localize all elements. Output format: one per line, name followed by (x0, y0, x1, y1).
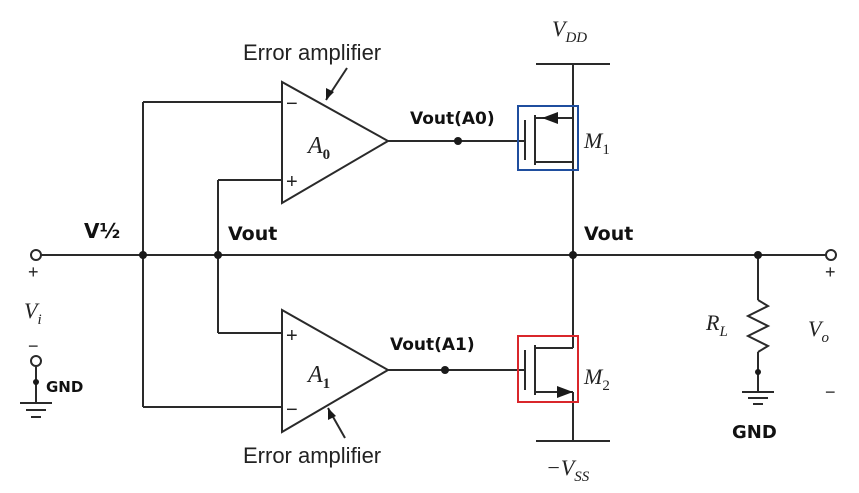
handwritten-v-half: V½ (84, 219, 120, 243)
rl-label: RL (705, 310, 728, 340)
m1-arrow (542, 112, 558, 124)
m1-highlight-box (517, 105, 579, 171)
handwritten-vout-a1: Vout(A1) (390, 335, 475, 355)
a1-plus-sign: + (286, 325, 298, 347)
error-amplifier-a1 (281, 308, 391, 434)
junction-feedback (214, 251, 222, 259)
error-amplifier-label-bottom: Error amplifier (243, 443, 381, 468)
a0-plus-sign: + (286, 171, 298, 193)
probe-dot-left-gnd (33, 379, 39, 385)
vo-plus-sign: + (825, 262, 836, 282)
error-amplifier-a0 (281, 80, 391, 205)
a1-label: A1 (306, 362, 330, 392)
vi-minus-sign: − (28, 336, 39, 356)
handwritten-vout-right: Vout (584, 223, 633, 245)
m2-arrow (557, 386, 573, 398)
vi-label: Vi (24, 298, 42, 328)
output-terminal (825, 249, 837, 261)
load-resistor (745, 299, 771, 353)
probe-dot-a0 (454, 137, 462, 145)
probe-dot-gnd (755, 369, 761, 375)
junction-load (754, 251, 762, 259)
a0-minus-sign: − (286, 93, 298, 115)
junction-input (139, 251, 147, 259)
probe-dot-a1 (441, 366, 449, 374)
vss-label: −VSS (546, 455, 590, 485)
vdd-label: VDD (552, 16, 587, 46)
a0-label: A0 (306, 133, 330, 163)
pointer-head-top (326, 88, 334, 100)
m1-label: M1 (583, 128, 610, 158)
m2-highlight-box (517, 335, 579, 403)
pointer-head-bottom (328, 408, 336, 420)
m2-label: M2 (583, 364, 610, 394)
handwritten-vout-a0: Vout(A0) (410, 109, 495, 129)
a1-minus-sign: − (286, 399, 298, 421)
input-terminal-minus (30, 355, 42, 367)
error-amplifier-label-top: Error amplifier (243, 40, 381, 65)
handwritten-gnd-left: GND (46, 378, 83, 396)
vo-label: Vo (808, 316, 829, 346)
junction-output (569, 251, 577, 259)
input-terminal-plus (30, 249, 42, 261)
handwritten-vout-left: Vout (228, 223, 277, 245)
vi-plus-sign: + (28, 262, 39, 282)
vo-minus-sign: − (825, 382, 836, 402)
handwritten-gnd-right: GND (732, 422, 777, 443)
